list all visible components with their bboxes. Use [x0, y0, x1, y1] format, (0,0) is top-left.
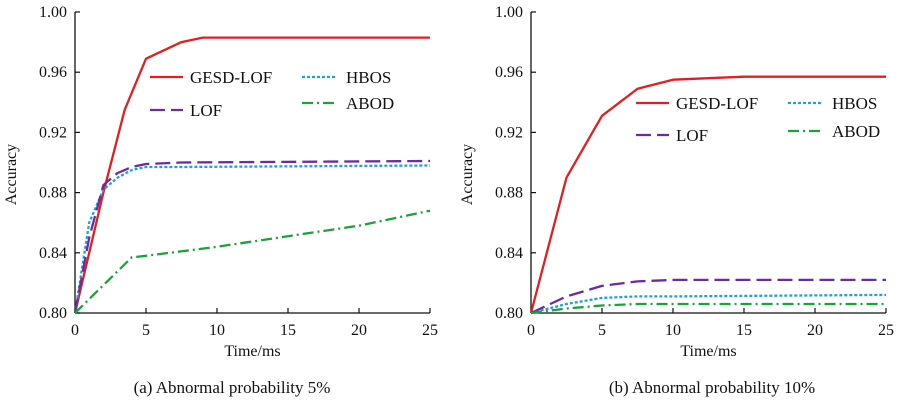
y-axis-label: Accuracy: [3, 144, 20, 205]
legend-label-gesd-lof: GESD-LOF: [676, 94, 758, 113]
y-tick-label: 0.92: [495, 124, 523, 141]
y-tick-label: 1.00: [39, 4, 67, 21]
x-tick-label: 15: [736, 322, 752, 339]
y-axis-label: Accuracy: [459, 144, 476, 205]
legend-label-hbos: HBOS: [346, 68, 391, 87]
x-tick-label: 10: [209, 322, 225, 339]
y-tick-label: 0.80: [39, 305, 67, 322]
y-tick-label: 0.88: [495, 185, 523, 202]
y-tick-label: 0.96: [495, 64, 523, 81]
y-tick-label: 0.92: [39, 124, 67, 141]
legend-label-abod: ABOD: [832, 122, 880, 141]
y-tick-label: 0.84: [39, 245, 67, 262]
series-line-abod: [74, 209, 431, 314]
series-line-hbos: [530, 293, 887, 315]
chart-panel-a: 0.80 0.84 0.88 0.92 0.96 1.00 0 5 10 15 20 25 Time/m…: [3, 4, 438, 397]
series-line-gesd-lof: [529, 75, 886, 314]
legend: GESD-LOF HBOS LOF ABOD: [150, 68, 394, 120]
x-tick-label: 0: [71, 322, 79, 339]
x-tick-label: 25: [878, 322, 894, 339]
x-tick-label: 15: [280, 322, 296, 339]
series-line-abod: [530, 302, 886, 315]
legend: GESD-LOF HBOS LOF ABOD: [636, 94, 880, 145]
x-tick-label: 25: [422, 322, 438, 339]
legend-label-gesd-lof: GESD-LOF: [190, 68, 272, 87]
panel-caption: (a) Abnormal probability 5%: [134, 378, 331, 397]
y-tick-label: 1.00: [495, 4, 523, 21]
x-tick-label: 0: [527, 322, 535, 339]
x-tick-label: 5: [142, 322, 150, 339]
panel-caption: (b) Abnormal probability 10%: [609, 378, 815, 397]
series-line-gesd-lof: [73, 36, 430, 314]
series-line-lof: [530, 278, 886, 315]
series-line-hbos: [73, 164, 431, 314]
legend-label-lof: LOF: [676, 126, 708, 145]
x-tick-label: 20: [807, 322, 823, 339]
x-tick-label: 20: [351, 322, 367, 339]
legend-label-lof: LOF: [190, 101, 222, 120]
y-tick-label: 0.80: [495, 305, 523, 322]
y-tick-label: 0.88: [39, 185, 67, 202]
x-tick-label: 10: [665, 322, 681, 339]
series-line-lof: [73, 159, 431, 314]
x-axis-label: Time/ms: [224, 343, 280, 360]
y-tick-label: 0.84: [495, 245, 523, 262]
x-axis-label: Time/ms: [680, 343, 736, 360]
legend-label-hbos: HBOS: [832, 94, 877, 113]
legend-label-abod: ABOD: [346, 94, 394, 113]
y-tick-label: 0.96: [39, 64, 67, 81]
x-tick-label: 5: [598, 322, 606, 339]
chart-panel-b: 0.80 0.84 0.88 0.92 0.96 1.00 0 5 10 15 20 25 Time/m…: [459, 4, 894, 397]
